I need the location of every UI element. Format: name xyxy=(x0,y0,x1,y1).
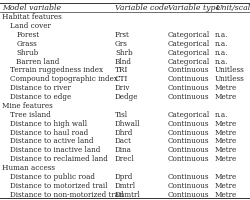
Text: Continuous: Continuous xyxy=(168,146,209,153)
Text: Compound topographic index: Compound topographic index xyxy=(10,75,118,83)
Text: Dmtrl: Dmtrl xyxy=(115,181,136,189)
Text: Metre: Metre xyxy=(215,146,237,153)
Text: Distance to inactive land: Distance to inactive land xyxy=(10,146,101,153)
Text: Driv: Driv xyxy=(115,84,130,92)
Text: Habitat features: Habitat features xyxy=(2,13,62,21)
Text: Distance to non-motorized trail: Distance to non-motorized trail xyxy=(10,190,124,198)
Text: Metre: Metre xyxy=(215,119,237,127)
Text: Continuous: Continuous xyxy=(168,190,209,198)
Text: Shrub: Shrub xyxy=(16,49,38,56)
Text: Categorical: Categorical xyxy=(168,110,210,118)
Text: Blnd: Blnd xyxy=(115,57,132,65)
Text: Continuous: Continuous xyxy=(168,128,209,136)
Text: Drecl: Drecl xyxy=(115,154,135,162)
Text: n.a.: n.a. xyxy=(215,49,228,56)
Text: Terrain ruggedness index: Terrain ruggedness index xyxy=(10,66,103,74)
Text: Continuous: Continuous xyxy=(168,66,209,74)
Text: Distance to active land: Distance to active land xyxy=(10,137,94,145)
Text: Metre: Metre xyxy=(215,128,237,136)
Text: Tisl: Tisl xyxy=(115,110,128,118)
Text: Continuous: Continuous xyxy=(168,119,209,127)
Text: Continuous: Continuous xyxy=(168,75,209,83)
Text: Human access: Human access xyxy=(2,163,56,171)
Text: Variable type: Variable type xyxy=(168,4,220,12)
Text: Continuous: Continuous xyxy=(168,137,209,145)
Text: n.a.: n.a. xyxy=(215,31,228,39)
Text: Shrb: Shrb xyxy=(115,49,132,56)
Text: Unitless: Unitless xyxy=(215,75,245,83)
Text: Distance to haul road: Distance to haul road xyxy=(10,128,88,136)
Text: Continuous: Continuous xyxy=(168,84,209,92)
Text: Continuous: Continuous xyxy=(168,93,209,101)
Text: Dprd: Dprd xyxy=(115,172,134,180)
Text: Distance to motorized trail: Distance to motorized trail xyxy=(10,181,108,189)
Text: Distance to reclaimed land: Distance to reclaimed land xyxy=(10,154,108,162)
Text: Mine features: Mine features xyxy=(2,101,53,109)
Text: Distance to river: Distance to river xyxy=(10,84,71,92)
Text: Continuous: Continuous xyxy=(168,154,209,162)
Text: Grass: Grass xyxy=(16,40,37,48)
Text: Model variable: Model variable xyxy=(2,4,62,12)
Text: Tree island: Tree island xyxy=(10,110,51,118)
Text: n.a.: n.a. xyxy=(215,57,228,65)
Text: Metre: Metre xyxy=(215,172,237,180)
Text: Grs: Grs xyxy=(115,40,128,48)
Text: Frst: Frst xyxy=(115,31,130,39)
Text: Categorical: Categorical xyxy=(168,31,210,39)
Text: Distance to high wall: Distance to high wall xyxy=(10,119,87,127)
Text: Variable code: Variable code xyxy=(115,4,168,12)
Text: Categorical: Categorical xyxy=(168,49,210,56)
Text: Dhrd: Dhrd xyxy=(115,128,134,136)
Text: Metre: Metre xyxy=(215,93,237,101)
Text: Unit/scale: Unit/scale xyxy=(215,4,250,12)
Text: Metre: Metre xyxy=(215,181,237,189)
Text: Unitless: Unitless xyxy=(215,66,245,74)
Text: TRI: TRI xyxy=(115,66,128,74)
Text: Dedge: Dedge xyxy=(115,93,138,101)
Text: Metre: Metre xyxy=(215,84,237,92)
Text: Metre: Metre xyxy=(215,137,237,145)
Text: Continuous: Continuous xyxy=(168,172,209,180)
Text: n.a.: n.a. xyxy=(215,40,228,48)
Text: CTI: CTI xyxy=(115,75,128,83)
Text: Dnmtrl: Dnmtrl xyxy=(115,190,141,198)
Text: Distance to edge: Distance to edge xyxy=(10,93,71,101)
Text: Categorical: Categorical xyxy=(168,57,210,65)
Text: Dhwall: Dhwall xyxy=(115,119,140,127)
Text: Metre: Metre xyxy=(215,154,237,162)
Text: Barren land: Barren land xyxy=(16,57,60,65)
Text: Dina: Dina xyxy=(115,146,132,153)
Text: n.a.: n.a. xyxy=(215,110,228,118)
Text: Continuous: Continuous xyxy=(168,181,209,189)
Text: Land cover: Land cover xyxy=(10,22,51,30)
Text: Distance to public road: Distance to public road xyxy=(10,172,95,180)
Text: Metre: Metre xyxy=(215,190,237,198)
Text: Forest: Forest xyxy=(16,31,40,39)
Text: Categorical: Categorical xyxy=(168,40,210,48)
Text: Dact: Dact xyxy=(115,137,132,145)
